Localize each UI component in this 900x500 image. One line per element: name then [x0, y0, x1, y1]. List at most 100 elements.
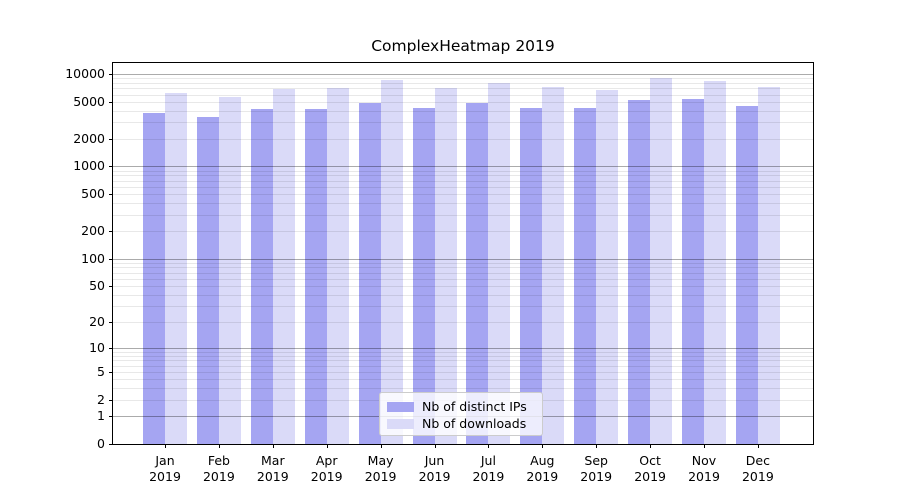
y-tick-mark [109, 416, 113, 418]
x-tick-year: 2019 [202, 469, 235, 484]
x-tick-year: 2019 [472, 469, 505, 484]
x-tick-month: May [367, 453, 394, 468]
bar-nb-of-distinct-ips-apr [304, 108, 327, 444]
gridline-minor [113, 110, 813, 112]
x-tick-month: Feb [207, 453, 230, 468]
gridline-minor [113, 355, 813, 357]
x-tick-month: Mar [261, 453, 285, 468]
x-tick-month: Jan [155, 453, 175, 468]
gridline-minor [113, 267, 813, 269]
x-tick-mark [218, 444, 220, 448]
x-tick-month: Jun [424, 453, 445, 468]
x-tick-month: Jul [480, 453, 496, 468]
y-tick-mark [109, 321, 113, 323]
gridline-minor [113, 286, 813, 288]
y-tick-label: 50 [89, 278, 105, 294]
y-tick-label: 200 [81, 222, 105, 238]
x-tick-label: Jul 2019 [456, 453, 520, 485]
bar-nb-of-distinct-ips-may [358, 102, 381, 444]
plot-area: 10000 5000 2000 1000 500 200 100 50 20 10 5 2 1 0 Jan 2… [65, 62, 814, 484]
x-tick-label: Mar 2019 [241, 453, 305, 485]
x-tick-year: 2019 [149, 469, 181, 484]
gridline-major [113, 347, 813, 349]
y-tick-label: 2 [97, 391, 105, 407]
legend-swatch [387, 402, 414, 412]
y-tick-mark [109, 138, 113, 140]
x-tick-mark [165, 444, 166, 448]
gridline-minor [113, 170, 813, 172]
gridline-minor [113, 365, 813, 367]
gridline-minor [113, 379, 813, 381]
x-tick-mark [596, 444, 598, 448]
gridline-minor [113, 278, 813, 280]
x-tick-label: Jan 2019 [133, 453, 197, 485]
x-tick-month: Nov [691, 453, 717, 468]
axis-spine-top [112, 62, 814, 63]
gridline-minor [113, 94, 813, 96]
gridline-minor [113, 101, 813, 103]
y-tick-mark [109, 101, 113, 103]
legend-label: Nb of distinct IPs [422, 399, 527, 414]
y-tick-label: 10 [89, 339, 105, 355]
gridline-major [113, 73, 813, 75]
x-tick-label: Dec 2019 [726, 453, 790, 485]
bar-nb-of-downloads-mar [272, 88, 295, 444]
x-tick-mark [757, 444, 759, 448]
y-tick-label: 1000 [73, 158, 105, 174]
y-tick-label: 5 [97, 364, 105, 380]
gridline-minor [113, 186, 813, 188]
gridline-minor [113, 138, 813, 140]
gridline-minor [113, 388, 813, 390]
gridline-major [113, 258, 813, 260]
x-tick-year: 2019 [688, 469, 720, 484]
axis-spine-right [813, 62, 814, 445]
bar-nb-of-downloads-sep [596, 90, 619, 444]
x-tick-year: 2019 [418, 469, 451, 484]
bar-nb-of-distinct-ips-feb [196, 117, 219, 444]
bar-nb-of-downloads-jan [165, 92, 187, 444]
x-tick-mark [326, 444, 328, 448]
bar-nb-of-downloads-dec [757, 86, 780, 444]
x-tick-label: Aug 2019 [510, 453, 574, 485]
y-tick-label: 2000 [73, 130, 105, 146]
x-tick-year: 2019 [364, 469, 397, 484]
x-tick-year: 2019 [741, 469, 774, 484]
y-tick-mark [109, 230, 113, 232]
y-tick-mark [109, 194, 113, 196]
gridline-minor [113, 262, 813, 264]
x-tick-month: Sep [584, 453, 608, 468]
y-tick-mark [109, 286, 113, 288]
gridline-minor [113, 321, 813, 323]
x-tick-year: 2019 [580, 469, 613, 484]
x-tick-label: Apr 2019 [295, 453, 359, 485]
x-tick-mark [704, 444, 705, 448]
x-tick-month: Aug [530, 453, 555, 468]
y-tick-mark [109, 444, 113, 445]
gridline-minor [113, 230, 813, 232]
legend-label: Nb of downloads [422, 416, 527, 431]
legend-item: Nb of distinct IPs [387, 399, 534, 415]
gridline-minor [113, 180, 813, 182]
gridline-major [113, 166, 813, 168]
x-tick-year: 2019 [526, 469, 559, 484]
bar-nb-of-distinct-ips-mar [250, 109, 273, 444]
y-tick-label: 0 [97, 436, 105, 451]
y-tick-label: 1 [97, 408, 105, 424]
bar-nb-of-downloads-jul [488, 82, 511, 444]
x-tick-label: Feb 2019 [187, 453, 251, 485]
bar-nb-of-distinct-ips-aug [520, 108, 543, 444]
gridline-minor [113, 294, 813, 296]
x-tick-label: Jun 2019 [403, 453, 467, 485]
gridline-minor [113, 88, 813, 90]
gridline-minor [113, 214, 813, 216]
gridline-minor [113, 82, 813, 84]
bar-nb-of-downloads-apr [326, 88, 349, 444]
x-tick-mark [434, 444, 436, 448]
bar-nb-of-downloads-nov [704, 80, 726, 444]
gridline-minor [113, 272, 813, 274]
y-tick-mark [109, 258, 113, 260]
bar-nb-of-downloads-feb [218, 96, 241, 444]
bar-nb-of-distinct-ips-oct [628, 100, 651, 444]
gridline-minor [113, 78, 813, 80]
